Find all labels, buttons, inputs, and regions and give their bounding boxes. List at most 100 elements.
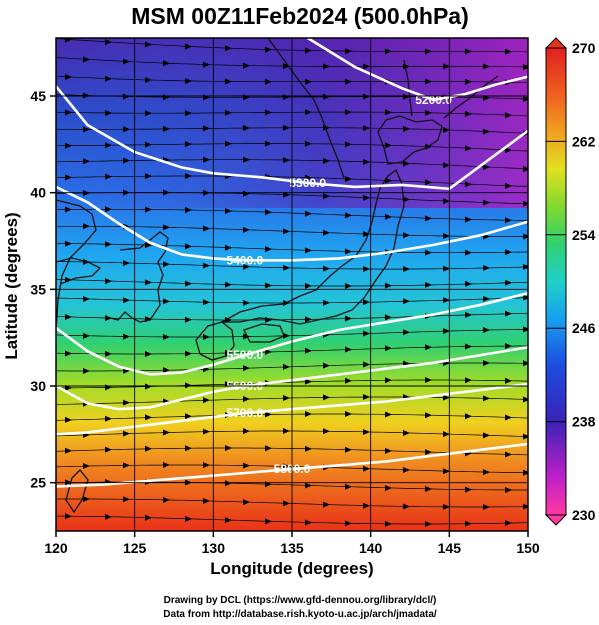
wind-arrow xyxy=(505,310,512,317)
wind-arrow xyxy=(83,332,90,339)
wind-arrow xyxy=(225,109,232,116)
wind-arrow xyxy=(483,327,490,334)
wind-arrow xyxy=(483,264,490,271)
wind-arrow xyxy=(523,233,528,240)
wind-arrow xyxy=(443,328,450,335)
wind-arrow xyxy=(163,125,170,132)
y-axis-label: Latitude (degrees) xyxy=(2,212,21,359)
wind-arrow xyxy=(105,513,112,520)
wind-arrow xyxy=(363,299,370,306)
wind-arrow xyxy=(305,482,312,489)
wind-arrow xyxy=(65,109,72,116)
wind-arrow xyxy=(283,428,290,435)
wind-arrow xyxy=(185,43,192,50)
colorbar-tick-label: 246 xyxy=(572,320,596,336)
colorbar-tick-label: 254 xyxy=(572,227,596,243)
wind-arrow xyxy=(345,109,352,116)
wind-arrow xyxy=(443,297,450,304)
wind-arrow xyxy=(225,140,232,147)
wind-arrow xyxy=(465,311,472,318)
wind-arrow xyxy=(305,316,312,323)
streamline xyxy=(56,413,528,421)
wind-arrow xyxy=(483,128,490,135)
wind-arrow xyxy=(363,502,370,509)
wind-arrow xyxy=(305,282,312,289)
shikoku-coastline xyxy=(243,323,285,343)
y-tick-label: 25 xyxy=(30,475,46,491)
wind-arrow xyxy=(425,377,432,384)
wind-arrow xyxy=(443,394,450,401)
x-tick-label: 135 xyxy=(280,540,304,556)
contour-label: 5700.0 xyxy=(226,406,263,420)
wind-arrow xyxy=(443,162,450,169)
wind-arrow xyxy=(443,233,450,240)
wind-arrow xyxy=(105,315,112,322)
contour-line xyxy=(56,382,528,436)
wind-arrow xyxy=(523,360,528,367)
wind-arrow xyxy=(105,206,112,213)
wind-arrow xyxy=(403,329,410,336)
wind-arrow xyxy=(283,332,290,339)
credit-data: Data from http://database.rish.kyoto-u.a… xyxy=(163,609,437,620)
height-contours: 5200.05300.05400.05500.05600.05700.05800… xyxy=(56,38,528,488)
wind-arrow xyxy=(83,158,90,165)
wind-arrow xyxy=(345,483,352,490)
wind-arrow xyxy=(65,513,72,520)
wind-arrow xyxy=(385,142,392,149)
wind-arrow xyxy=(163,462,170,469)
wind-arrow xyxy=(385,520,392,527)
colorbar-scale xyxy=(545,47,567,516)
wind-arrow xyxy=(105,278,112,285)
kyushu-coastline xyxy=(195,321,235,361)
wind-arrow xyxy=(163,333,170,340)
credit-drawing: Drawing by DCL (https://www.gfd-dennou.o… xyxy=(164,595,437,606)
wind-arrow xyxy=(163,298,170,305)
wind-arrow xyxy=(185,77,192,84)
wind-arrow xyxy=(283,395,290,402)
contour-line xyxy=(56,85,528,191)
wind-arrow xyxy=(385,345,392,352)
wind-arrow xyxy=(185,243,192,250)
wind-arrow xyxy=(83,496,90,503)
wind-arrow xyxy=(225,45,232,52)
wind-arrow xyxy=(483,199,490,206)
wind-arrow xyxy=(345,78,352,85)
wind-arrow xyxy=(345,248,352,255)
wind-arrow xyxy=(385,48,392,55)
wind-arrow xyxy=(243,428,250,435)
wind-arrow xyxy=(323,229,330,236)
wind-arrow xyxy=(443,265,450,272)
wind-arrow xyxy=(505,520,512,527)
wind-arrow xyxy=(323,428,330,435)
wind-arrow xyxy=(65,174,72,181)
streamline xyxy=(56,175,528,187)
streamline xyxy=(56,75,528,84)
wind-arrow xyxy=(145,279,152,286)
wind-arrow xyxy=(123,157,130,164)
colorbar-tick-label: 230 xyxy=(572,507,596,523)
wind-arrow xyxy=(505,279,512,286)
wind-arrow xyxy=(425,344,432,351)
wind-arrow xyxy=(243,190,250,197)
wind-arrow xyxy=(283,463,290,470)
wind-arrow xyxy=(345,212,352,219)
wind-arrow xyxy=(65,206,72,213)
streamline xyxy=(56,111,528,117)
wind-arrow xyxy=(385,314,392,321)
wind-arrow xyxy=(123,399,130,406)
contour-label: 5500.0 xyxy=(226,348,263,362)
wind-arrow xyxy=(83,295,90,302)
wind-arrow xyxy=(403,266,410,273)
wind-arrow xyxy=(385,484,392,491)
wind-arrow xyxy=(323,538,330,544)
wind-arrow xyxy=(123,126,130,133)
wind-arrow xyxy=(83,531,90,537)
wind-arrow xyxy=(465,249,472,256)
wind-arrow xyxy=(283,157,290,164)
wind-arrow xyxy=(123,333,130,340)
wind-arrow xyxy=(283,124,290,131)
wind-arrow xyxy=(243,365,250,372)
wind-arrow xyxy=(363,158,370,165)
wind-arrow xyxy=(323,193,330,200)
korea-coastline xyxy=(109,231,169,323)
